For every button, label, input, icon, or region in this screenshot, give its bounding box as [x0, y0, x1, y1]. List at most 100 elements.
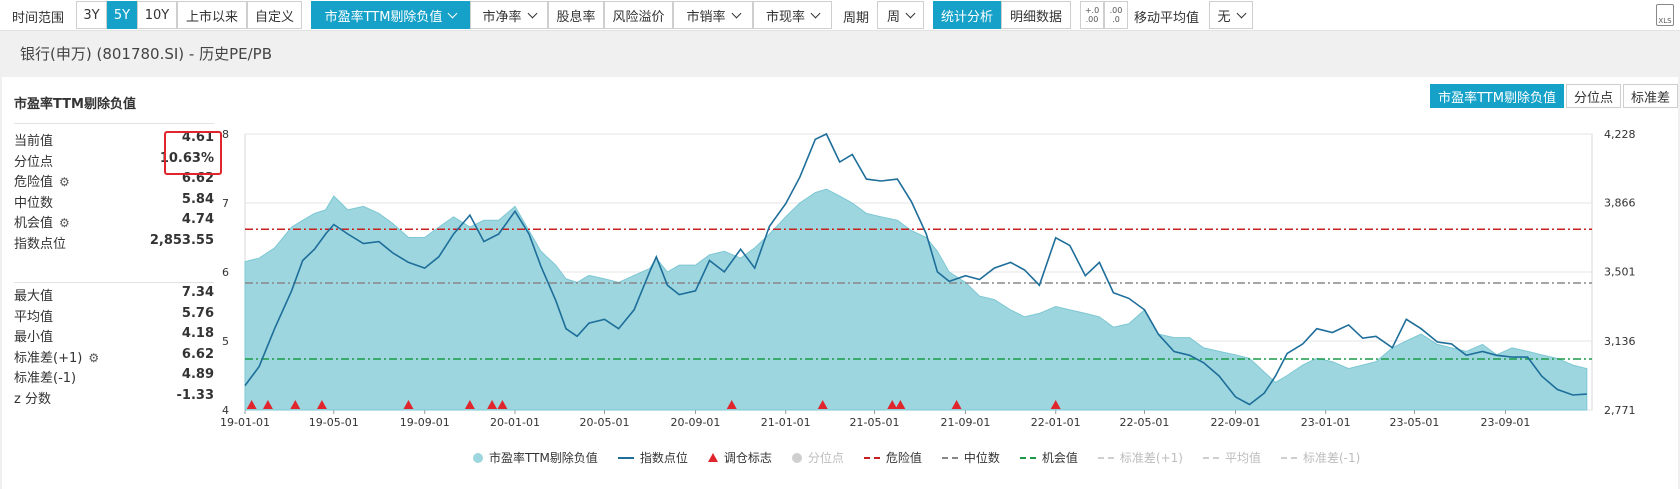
y-tick-left: 7 — [222, 197, 229, 210]
rebalance-marker — [246, 400, 257, 409]
gear-icon[interactable]: ⚙ — [59, 175, 70, 189]
index-line-series — [244, 132, 1587, 406]
metric-pe-label: 市盈率TTM剔除负值 — [324, 9, 443, 25]
gear-icon[interactable]: ⚙ — [59, 216, 70, 230]
y-tick-right: 4,228 — [1604, 128, 1636, 141]
x-tick-label: 21-05-01 — [850, 416, 900, 429]
stat-current: 当前值 4.61 — [14, 130, 214, 149]
range-custom-button[interactable]: 自定义 — [247, 1, 302, 29]
y-tick-right: 3,501 — [1604, 266, 1636, 279]
period-dropdown[interactable]: 周 — [877, 1, 924, 29]
tab-percentile[interactable]: 分位点 — [1565, 84, 1621, 108]
tab-pe[interactable]: 市盈率TTM剔除负值 — [1430, 84, 1564, 108]
gear-icon[interactable]: ⚙ — [88, 350, 100, 365]
x-tick-label: 21-09-01 — [941, 416, 991, 429]
stats-divider — [14, 123, 214, 124]
stat-mean: 平均值 5.76 — [14, 305, 214, 325]
legend-label: 标准差(-1) — [1302, 451, 1361, 465]
stat-std-plus: 标准差(+1) ⚙ 6.62 — [14, 346, 214, 366]
page-subtitle: 银行(申万) (801780.SI) - 历史PE/PB — [20, 45, 273, 63]
legend-item[interactable]: 标准差(-1) — [1280, 449, 1361, 466]
x-tick-label: 21-01-01 — [761, 416, 811, 429]
rebalance-marker — [403, 400, 414, 409]
stat-percentile: 分位点 10.63% — [14, 150, 214, 170]
legend-item[interactable]: 平均值 — [1202, 449, 1261, 466]
export-excel-icon[interactable]: XLS — [1656, 4, 1674, 26]
rebalance-marker — [290, 400, 301, 409]
rebalance-marker — [1050, 400, 1061, 409]
legend-label: 中位数 — [963, 451, 1000, 465]
rebalance-marker — [262, 400, 273, 409]
y-tick-left: 8 — [222, 128, 229, 141]
range-5y-button[interactable]: 5Y — [107, 1, 137, 29]
legend-item[interactable]: 分位点 — [791, 449, 844, 466]
moving-average-dropdown[interactable]: 无 — [1209, 1, 1253, 29]
time-range-label: 时间范围 — [12, 11, 65, 26]
legend-item[interactable]: 标准差(+1) — [1097, 449, 1183, 466]
rebalance-marker — [817, 400, 828, 409]
rebalance-marker — [895, 400, 906, 409]
stat-chance: 机会值 ⚙ 4.74 — [14, 212, 214, 231]
tab-std-dev[interactable]: 标准差 — [1622, 84, 1678, 108]
legend-label: 分位点 — [807, 451, 844, 465]
metric-ps-dropdown[interactable]: 市销率 — [673, 1, 753, 29]
metric-risk-premium-button[interactable]: 风险溢价 — [604, 1, 673, 29]
legend-label: 市盈率TTM剔除负值 — [489, 451, 598, 465]
metric-pe-dropdown[interactable]: 市盈率TTM剔除负值 — [311, 1, 470, 29]
range-3y-button[interactable]: 3Y — [76, 1, 107, 29]
x-tick-label: 22-09-01 — [1210, 416, 1260, 429]
legend-label: 指数点位 — [639, 451, 688, 465]
toolbar: 时间范围 3Y 5Y 10Y 上市以来 自定义 市盈率TTM剔除负值 市净率 股… — [0, 0, 1680, 31]
legend-item[interactable]: 市盈率TTM剔除负值 — [473, 449, 598, 466]
x-tick-label: 23-05-01 — [1390, 416, 1440, 429]
rebalance-marker — [951, 400, 962, 409]
stat-median: 中位数 5.84 — [14, 191, 214, 211]
x-tick-label: 20-05-01 — [580, 416, 630, 429]
decimal-decrease-icon[interactable]: .00 .0 — [1104, 1, 1128, 29]
period-label: 周期 — [843, 11, 870, 26]
period-value: 周 — [886, 9, 900, 25]
x-tick-label: 20-01-01 — [490, 416, 540, 429]
rebalance-marker — [887, 400, 898, 409]
highlight-box — [164, 131, 222, 175]
moving-average-value: 无 — [1217, 9, 1231, 25]
legend-item[interactable]: 机会值 — [1019, 449, 1078, 466]
stats-bottom: 最大值 7.34 平均值 5.76 最小值 4.18 标准差(+1) ⚙ 6.62 标准差… — [14, 282, 214, 407]
range-since-listing-button[interactable]: 上市以来 — [177, 1, 247, 29]
rebalance-marker — [464, 400, 475, 409]
metric-pcf-dropdown[interactable]: 市现率 — [753, 1, 832, 29]
legend-item[interactable]: 调仓标志 — [707, 449, 772, 466]
y-tick-right: 3,136 — [1604, 335, 1636, 348]
x-tick-label: 19-09-01 — [400, 416, 450, 429]
y-tick-right: 3,866 — [1604, 197, 1636, 210]
stats-view-button[interactable]: 统计分析 — [933, 1, 1001, 29]
legend-label: 标准差(+1) — [1119, 451, 1183, 465]
stat-std-minus: 标准差(-1) 4.89 — [14, 367, 214, 386]
detail-view-button[interactable]: 明细数据 — [1001, 1, 1071, 29]
stat-min: 最小值 4.18 — [14, 326, 214, 345]
metric-pb-dropdown[interactable]: 市净率 — [470, 1, 548, 29]
decimal-increase-icon[interactable]: +.0 .00 — [1080, 1, 1104, 29]
legend-item[interactable]: 中位数 — [941, 449, 1000, 466]
stat-max: 最大值 7.34 — [14, 285, 214, 304]
range-10y-button[interactable]: 10Y — [137, 1, 177, 29]
rebalance-marker — [726, 400, 737, 409]
legend-label: 机会值 — [1041, 451, 1078, 465]
pe-area-series — [244, 188, 1588, 411]
x-tick-label: 19-05-01 — [309, 416, 359, 429]
x-tick-label: 23-09-01 — [1480, 416, 1530, 429]
legend-label: 危险值 — [885, 451, 922, 465]
metric-pb-label: 市净率 — [482, 9, 522, 25]
metric-dy-button[interactable]: 股息率 — [548, 1, 604, 29]
stat-zscore: z 分数 -1.33 — [14, 387, 214, 407]
x-tick-label: 19-01-01 — [220, 416, 270, 429]
legend-item[interactable]: 指数点位 — [617, 449, 688, 466]
chart-title: 市盈率TTM剔除负值 — [14, 97, 136, 112]
chart-tabs: 市盈率TTM剔除负值 分位点 标准差 — [1428, 84, 1678, 108]
rebalance-marker — [487, 400, 498, 409]
metric-ps-label: 市销率 — [686, 9, 726, 25]
legend-item[interactable]: 危险值 — [863, 449, 922, 466]
y-tick-left: 4 — [222, 404, 229, 417]
x-tick-label: 23-01-01 — [1301, 416, 1351, 429]
